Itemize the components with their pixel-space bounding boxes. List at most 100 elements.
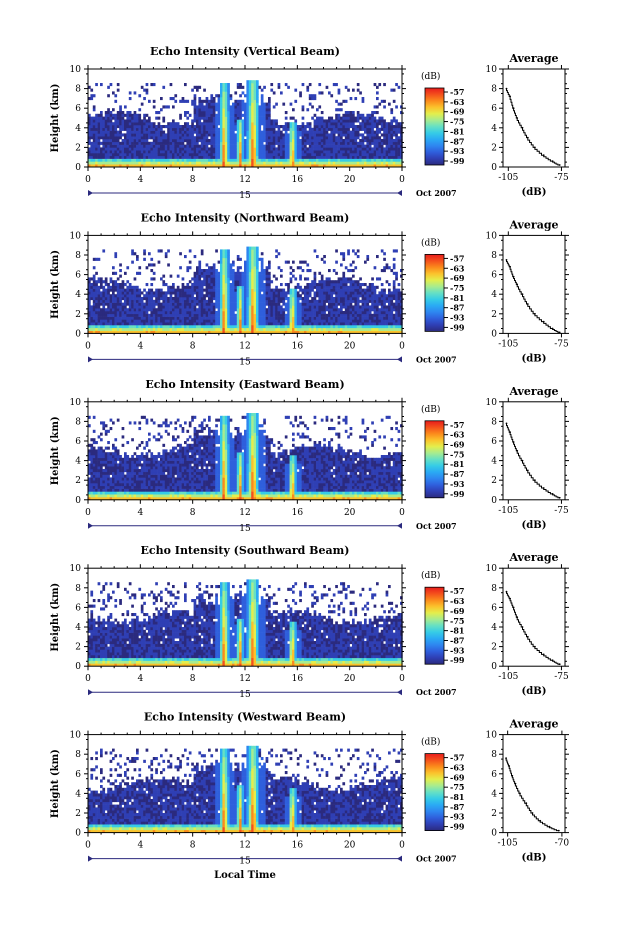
heatmap-cell: [385, 164, 389, 168]
heatmap-cell: [95, 294, 98, 298]
heatmap-cell: [203, 113, 206, 117]
heatmap-cell: [388, 122, 391, 126]
heatmap-cell: [330, 316, 334, 320]
heatmap-cell: [107, 164, 110, 168]
heatmap-cell: [150, 161, 154, 165]
heatmap-cell: [124, 127, 127, 131]
heatmap-cell: [179, 116, 182, 120]
heatmap-cell: [292, 116, 295, 120]
heatmap-cell: [229, 108, 233, 112]
heatmap-cell: [155, 127, 158, 131]
heatmap-cell: [270, 308, 274, 312]
heatmap-cell: [212, 116, 216, 120]
heatmap-cell: [287, 316, 290, 320]
heatmap-cell: [263, 150, 266, 154]
heatmap-cell: [124, 139, 127, 143]
heatmap-cell: [126, 125, 130, 129]
heatmap-cell: [373, 111, 377, 115]
heatmap-cell: [265, 119, 269, 123]
heatmap-cell: [145, 133, 149, 137]
heatmap-cell: [227, 105, 230, 109]
heatmap-cell: [397, 127, 401, 131]
heatmap-cell: [340, 158, 343, 162]
heatmap-cell: [400, 125, 403, 129]
heatmap-cell: [344, 158, 348, 162]
heatmap-cell: [390, 161, 394, 165]
heatmap-cell: [198, 97, 202, 101]
heatmap-cell: [205, 302, 209, 306]
heatmap-cell: [232, 133, 235, 137]
heatmap-cell: [244, 308, 247, 312]
heatmap-cell: [114, 144, 118, 148]
heatmap-cell: [263, 330, 266, 334]
heatmap-cell: [287, 260, 290, 264]
heatmap-cell: [265, 274, 269, 278]
heatmap-cell: [258, 294, 262, 298]
heatmap-cell: [222, 297, 226, 301]
heatmap-cell: [172, 147, 175, 151]
heatmap-cell: [246, 102, 250, 106]
heatmap-cell: [253, 266, 257, 270]
heatmap-cell: [121, 158, 125, 162]
heatmap-cell: [308, 139, 312, 143]
heatmap-cell: [258, 158, 262, 162]
heatmap-cell: [294, 308, 298, 312]
heatmap-cell: [193, 85, 197, 89]
heatmap-cell: [234, 294, 238, 298]
heatmap-cell: [152, 105, 156, 109]
heatmap-cell: [232, 277, 235, 281]
heatmap-cell: [222, 97, 226, 101]
heatmap-cell: [88, 158, 91, 162]
heatmap-cell: [112, 305, 115, 309]
heatmap-cell: [246, 252, 250, 256]
heatmap-cell: [157, 125, 161, 129]
heatmap-cell: [248, 94, 252, 98]
heatmap-cell: [284, 305, 288, 309]
heatmap-cell: [366, 141, 370, 145]
heatmap-cell: [340, 150, 343, 154]
heatmap-cell: [100, 161, 103, 165]
heatmap-cell: [258, 144, 262, 148]
heatmap-cell: [239, 319, 242, 323]
heatmap-cell: [107, 297, 110, 301]
heatmap-cell: [100, 299, 103, 303]
heatmap-cell: [116, 161, 120, 165]
heatmap-cell: [395, 119, 398, 123]
heatmap-cell: [234, 102, 238, 106]
heatmap-cell: [191, 313, 194, 317]
heatmap-cell: [332, 139, 336, 143]
heatmap-cell: [260, 141, 264, 145]
heatmap-cell: [184, 133, 187, 137]
heatmap-cell: [198, 269, 202, 273]
heatmap-cell: [121, 325, 125, 329]
heatmap-cell: [364, 122, 367, 126]
heatmap-cell: [100, 164, 103, 168]
heatmap-cell: [241, 150, 245, 154]
heatmap-cell: [277, 302, 281, 306]
heatmap-cell: [126, 113, 130, 117]
heatmap-cell: [150, 141, 154, 145]
heatmap-cell: [112, 313, 115, 317]
heatmap-cell: [260, 325, 264, 329]
heatmap-cell: [325, 322, 329, 326]
heatmap-cell: [236, 313, 240, 317]
heatmap-cell: [248, 325, 252, 329]
heatmap-cell: [174, 322, 178, 326]
heatmap-cell: [311, 288, 314, 292]
heatmap-cell: [212, 153, 216, 157]
heatmap-cell: [260, 164, 264, 168]
heatmap-cell: [167, 150, 170, 154]
heatmap-cell: [224, 311, 228, 315]
heatmap-cell: [198, 305, 202, 309]
heatmap-cell: [330, 122, 334, 126]
heatmap-cell: [191, 299, 194, 303]
heatmap-cell: [200, 325, 204, 329]
heatmap-cell: [95, 158, 98, 162]
heatmap-cell: [253, 141, 257, 145]
heatmap-cell: [246, 113, 250, 117]
heatmap-cell: [270, 150, 274, 154]
heatmap-cell: [198, 108, 202, 112]
heatmap-cell: [155, 158, 158, 162]
heatmap-cell: [277, 311, 281, 315]
heatmap-cell: [174, 125, 178, 129]
